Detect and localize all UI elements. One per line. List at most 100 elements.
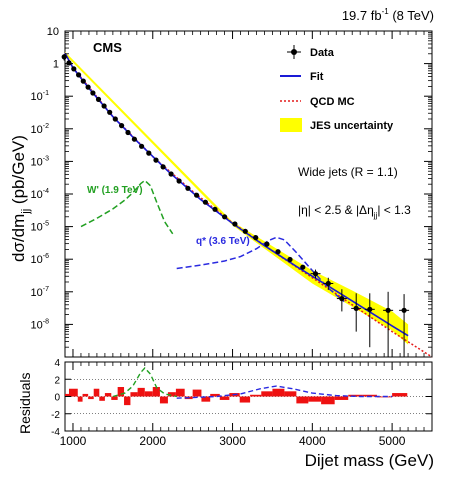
data-point: [401, 307, 407, 313]
data-point: [212, 206, 218, 212]
data-point: [107, 109, 113, 115]
data-point: [125, 129, 131, 136]
qstar-label: q* (3.6 TeV): [196, 236, 250, 247]
data-point: [119, 123, 125, 129]
legend-qcd-label: QCD MC: [310, 96, 355, 108]
residual-wprime-curve: [112, 366, 177, 398]
cms-label: CMS: [93, 40, 122, 55]
residual-bar: [152, 387, 160, 397]
residual-tick-label: 2: [54, 375, 60, 386]
residual-bar: [77, 396, 83, 402]
data-point: [160, 164, 166, 170]
data-point: [139, 143, 145, 149]
data-point: [312, 271, 319, 277]
residual-bar: [82, 393, 89, 397]
residual-bar: [137, 387, 145, 397]
wprime-signal-curve: [80, 179, 174, 235]
data-point: [61, 54, 67, 60]
residual-bar: [192, 389, 202, 397]
x-axis-label: Dijet mass (GeV): [305, 451, 434, 470]
data-point: [264, 241, 270, 247]
x-tick-label: 3000: [219, 434, 246, 448]
x-tick-label: 4000: [299, 434, 326, 448]
data-point: [168, 171, 174, 177]
residual-bar: [130, 392, 138, 397]
residual-bar: [68, 388, 78, 397]
y-tick-label: 10-3: [31, 155, 50, 168]
x-tick-label: 1000: [60, 434, 87, 448]
residual-bar: [104, 393, 112, 397]
residual-bar: [167, 392, 176, 397]
y-tick-label: 10-1: [31, 90, 50, 103]
luminosity-label: 19.7 fb-1 (8 TeV): [342, 7, 434, 23]
residual-bar: [88, 396, 94, 400]
residual-bar: [321, 396, 335, 405]
residual-qstar-curve: [176, 385, 393, 399]
data-point: [202, 199, 208, 205]
residual-bar: [65, 393, 69, 397]
x-tick-label: 2000: [139, 434, 166, 448]
data-point: [242, 228, 248, 234]
qstar-signal-curve: [176, 236, 345, 303]
data-point: [253, 235, 259, 241]
data-point: [232, 221, 238, 227]
data-point: [353, 305, 359, 311]
data-point: [176, 178, 182, 184]
legend-data-label: Data: [310, 47, 335, 59]
data-point: [85, 84, 91, 90]
legend-data-marker: [291, 49, 297, 55]
residual-bar: [201, 396, 211, 402]
eta-cut-annotation: |η| < 2.5 & |Δηjj| < 1.3: [298, 203, 411, 220]
residual-panel: 4 2 0 -2 -4 1000 2000 3000 4000 5000: [51, 358, 433, 448]
data-point: [367, 306, 373, 312]
data-point: [287, 256, 293, 263]
data-point: [222, 214, 228, 220]
data-point: [80, 78, 86, 84]
legend-fit-entry: Fit: [280, 71, 324, 83]
data-point: [71, 66, 77, 72]
residual-bar: [159, 396, 168, 404]
residual-bar: [296, 396, 309, 404]
data-point: [325, 280, 331, 287]
data-point: [101, 103, 107, 109]
data-point: [146, 150, 152, 156]
legend: Data Fit QCD MC JES uncertainty: [280, 45, 394, 132]
y-tick-label: 10-7: [31, 286, 50, 299]
residual-bar: [392, 393, 408, 397]
residual-bar: [261, 391, 273, 397]
data-point: [194, 192, 200, 198]
data-point: [275, 249, 281, 255]
data-point: [153, 157, 159, 163]
residual-bar: [308, 396, 322, 402]
data-point: [90, 90, 96, 96]
residual-bar: [334, 396, 349, 400]
residual-bar: [117, 387, 125, 397]
y-tick-label: 10-4: [31, 188, 50, 201]
qcd-mc-curve: [64, 52, 433, 358]
data-point: [339, 296, 345, 302]
y-tick-label: 10-2: [31, 123, 50, 136]
x-tick-label: 5000: [379, 434, 406, 448]
data-point: [66, 60, 72, 66]
residual-bar: [93, 388, 100, 397]
y-axis-label: dσ/dmjj (pb/GeV): [9, 135, 32, 262]
legend-jes-swatch: [280, 118, 302, 132]
residual-bar: [124, 396, 131, 406]
data-point: [185, 185, 191, 191]
residual-tick-label: -2: [51, 410, 60, 421]
data-point: [131, 136, 137, 142]
residual-tick-label: -4: [51, 427, 60, 438]
residual-bar: [210, 393, 220, 397]
residual-bar: [250, 394, 262, 397]
legend-fit-label: Fit: [310, 71, 324, 83]
data-point: [76, 72, 82, 78]
data-point: [385, 307, 391, 313]
y-tick-label: 1: [53, 59, 59, 71]
y-tick-label: 10: [47, 26, 59, 38]
residual-bar: [362, 394, 377, 397]
residual-bar: [284, 391, 297, 397]
residuals-axis-label: Residuals: [17, 373, 33, 434]
data-point: [112, 116, 118, 122]
residual-bar: [272, 388, 285, 397]
